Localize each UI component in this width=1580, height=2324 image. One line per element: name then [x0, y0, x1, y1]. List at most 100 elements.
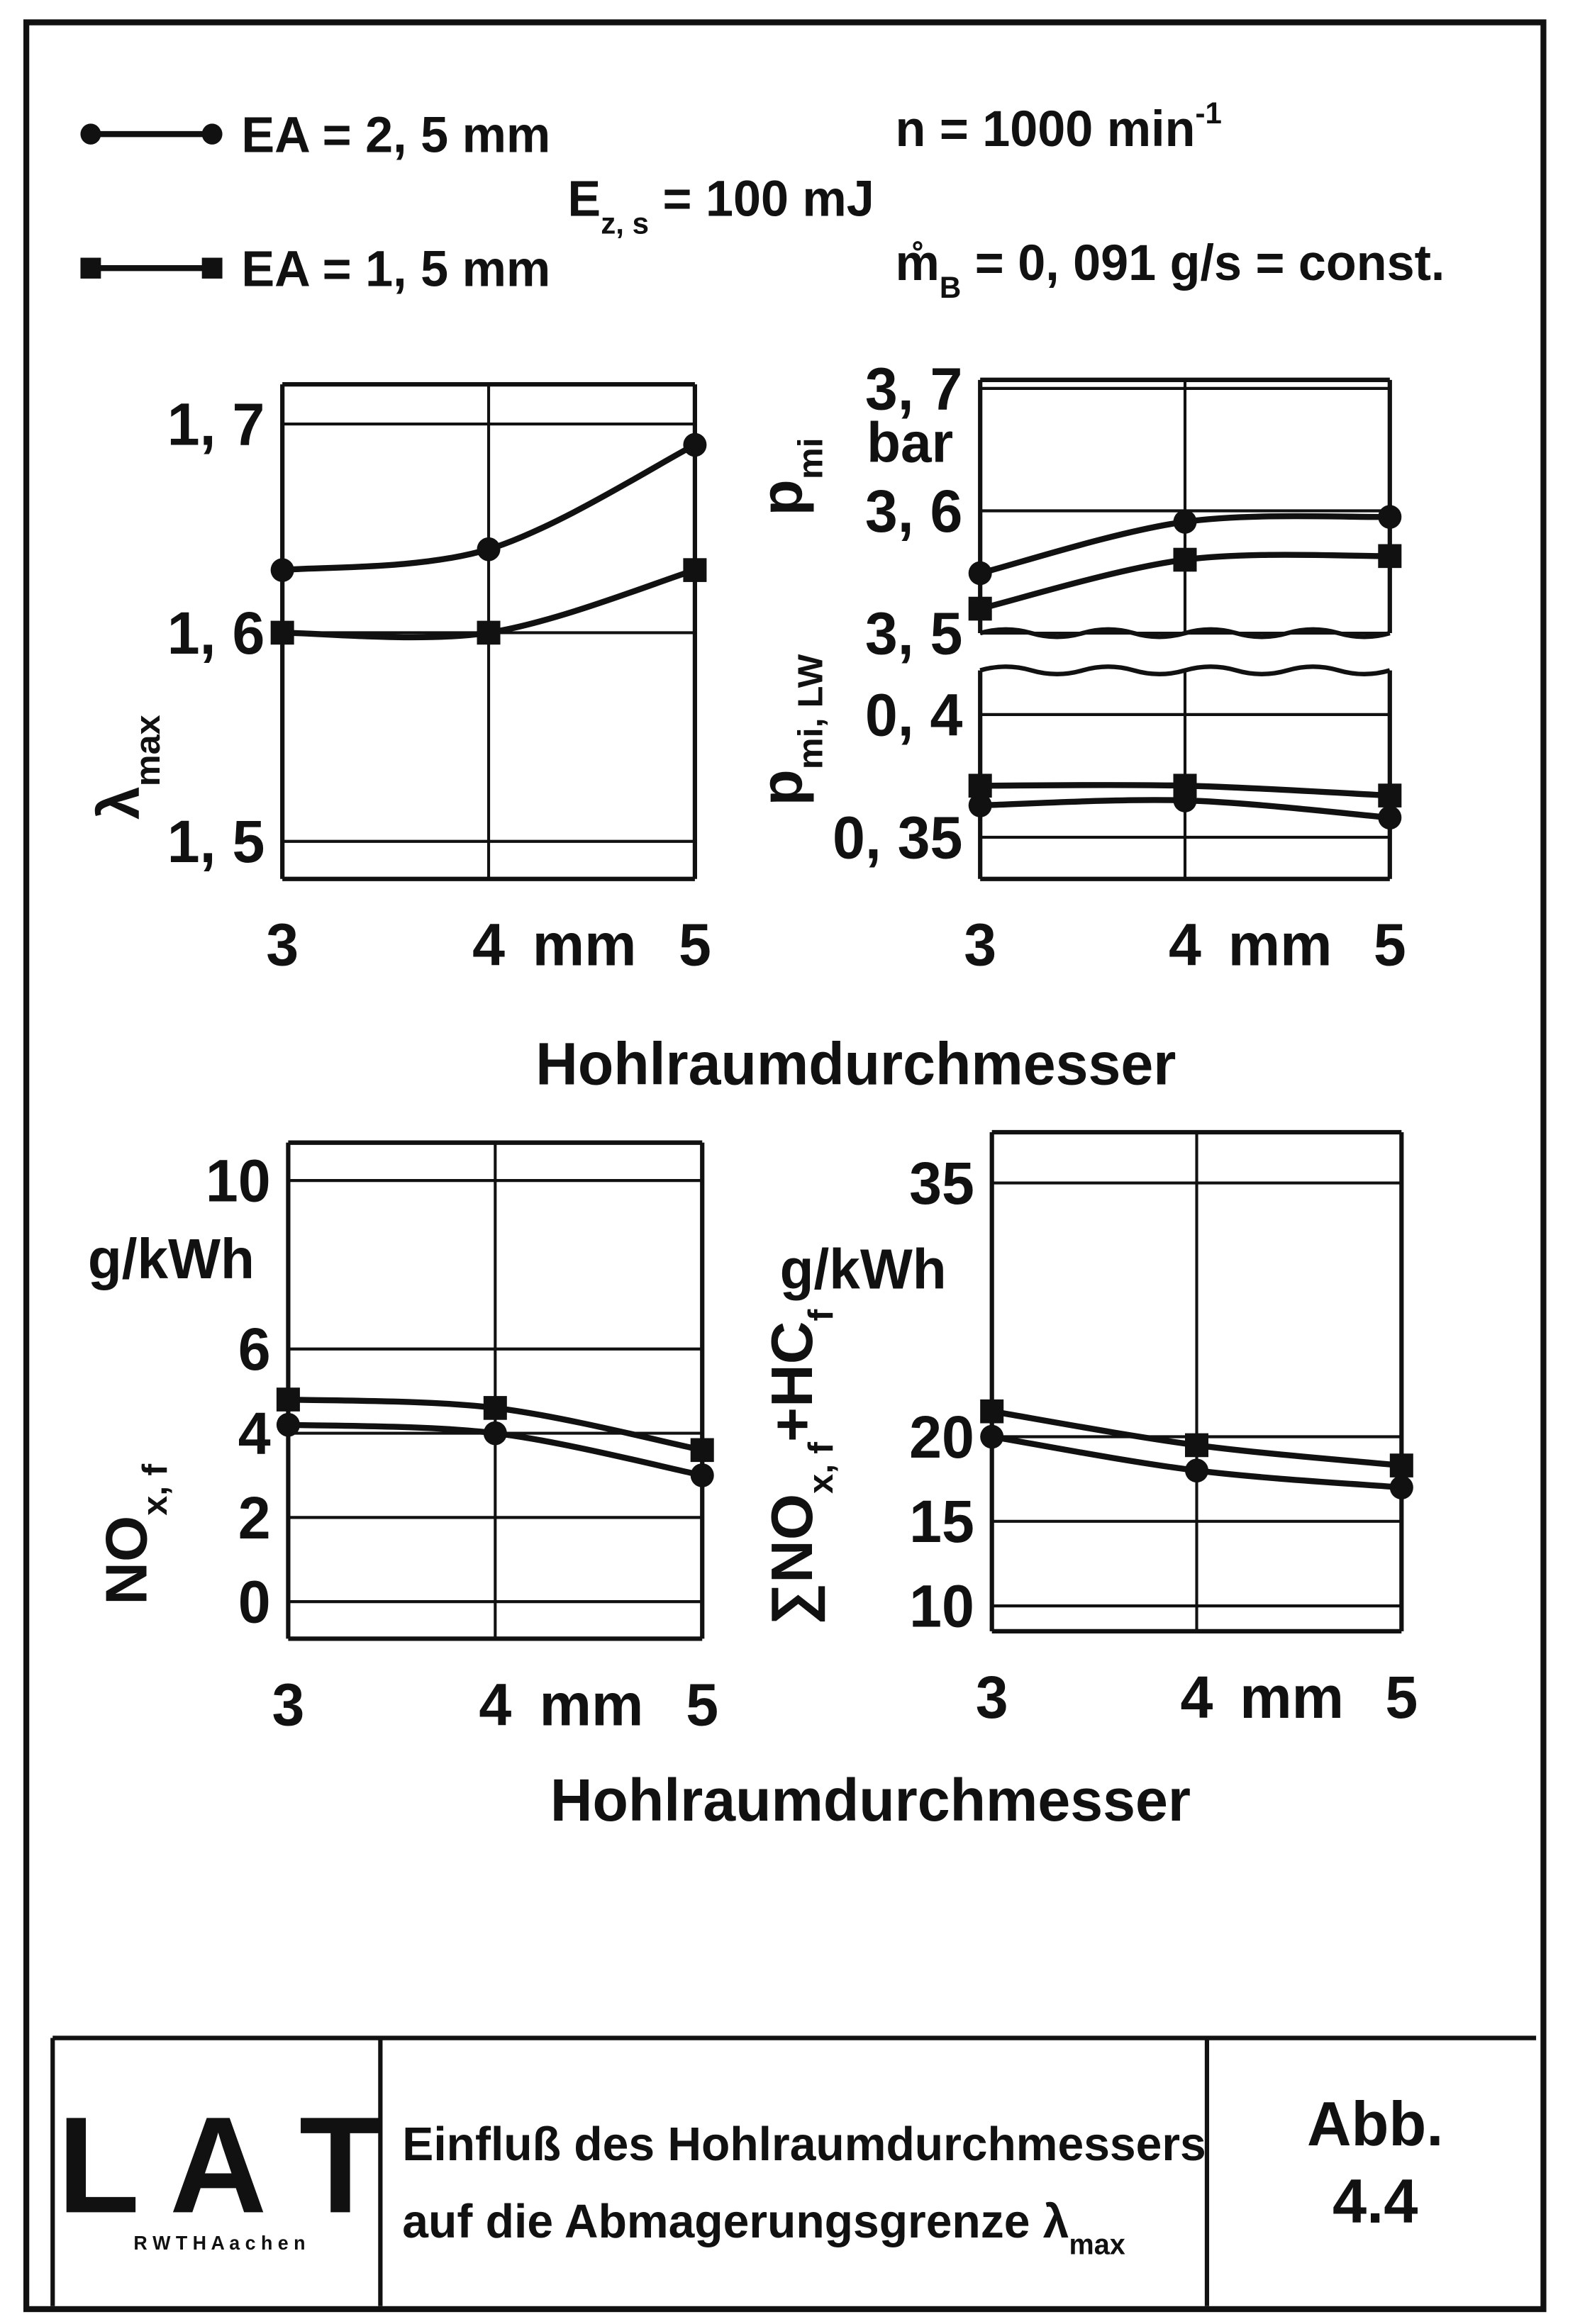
data-point	[690, 1463, 714, 1487]
x-axis-label: Hohlraumdurchmesser	[535, 1031, 1176, 1097]
x-tick-label: 5	[679, 912, 711, 978]
data-point	[477, 620, 501, 645]
text-part: λ	[87, 786, 152, 820]
data-point	[968, 596, 992, 621]
text-part: m̊	[896, 235, 940, 291]
x-unit: mm	[1228, 912, 1333, 978]
data-point	[1173, 547, 1197, 572]
y-axis-label: ∑NOx, f+HCf	[760, 1309, 840, 1625]
y-axis-label: pmi	[749, 437, 830, 515]
data-point	[683, 558, 707, 582]
y-unit: bar	[867, 410, 953, 474]
data-point	[1389, 1475, 1413, 1499]
x-tick-label: 3	[266, 912, 299, 978]
y-tick-label: 1, 7	[167, 391, 265, 458]
annotation: n = 1000 min-1	[896, 96, 1222, 157]
y-tick-label: 0, 35	[833, 805, 962, 871]
x-tick-label: 4	[1181, 1664, 1213, 1731]
y-unit: g/kWh	[88, 1227, 255, 1290]
x-tick-label: 4	[479, 1672, 511, 1738]
data-point	[683, 432, 707, 457]
figure-number: 4.4	[1333, 2166, 1418, 2236]
y-tick-label: 10	[206, 1148, 271, 1214]
legend-marker	[80, 257, 101, 279]
text-part: NO	[94, 1516, 159, 1605]
x-tick-label: 5	[1374, 912, 1406, 978]
text-part: ∑NO	[760, 1494, 825, 1626]
y-axis-label: NOx, f	[94, 1464, 174, 1605]
y-tick-label: 0, 4	[865, 682, 963, 749]
data-point	[980, 1399, 1004, 1424]
x-unit: mm	[540, 1672, 644, 1738]
text-part: E	[567, 171, 601, 228]
data-point	[690, 1438, 714, 1463]
legend-marker	[201, 257, 223, 279]
text-part: f	[801, 1309, 840, 1321]
annotation: Ez, s = 100 mJ	[567, 171, 874, 240]
data-point	[477, 537, 501, 562]
y-tick-label: 0	[238, 1569, 271, 1636]
text-part: mi, LW	[791, 654, 830, 769]
data-point	[1185, 1433, 1209, 1458]
x-tick-label: 4	[1169, 912, 1201, 978]
text-part: x, f	[801, 1442, 840, 1494]
logo: L A T	[57, 2089, 382, 2242]
data-point	[483, 1421, 507, 1446]
x-axis-label: Hohlraumdurchmesser	[550, 1767, 1191, 1833]
x-tick-label: 4	[472, 912, 505, 978]
text-part: = 0, 091 g/s = const.	[961, 235, 1445, 291]
data-point	[968, 773, 992, 798]
outer-frame	[23, 19, 1547, 2313]
text-part: p	[749, 769, 814, 805]
y-tick-label: 20	[909, 1404, 974, 1470]
y-tick-label: 15	[909, 1489, 974, 1555]
y-axis-label: pmi, LW	[749, 654, 830, 806]
text-part: x, f	[135, 1464, 174, 1516]
caption: Einfluß des Hohlraumdurchmessers	[402, 2118, 1206, 2171]
x-tick-label: 3	[964, 912, 996, 978]
y-tick-label: 3, 7	[865, 356, 963, 423]
data-point	[968, 561, 992, 586]
logo-subtitle: R W T H A a c h e n	[133, 2233, 305, 2254]
text-part: max	[128, 715, 167, 786]
x-unit: mm	[1240, 1664, 1344, 1731]
y-tick-label: 1, 5	[167, 809, 265, 876]
x-tick-label: 3	[272, 1672, 304, 1738]
y-tick-label: 3, 5	[865, 600, 963, 667]
legend-marker	[201, 123, 223, 145]
data-point	[1378, 783, 1402, 808]
data-point	[276, 1412, 300, 1437]
data-point	[1389, 1453, 1413, 1477]
legend-label: EA = 2, 5 mm	[241, 107, 550, 164]
y-tick-label: 35	[909, 1150, 974, 1217]
data-point	[270, 558, 294, 582]
data-point	[276, 1387, 300, 1412]
data-point	[1173, 510, 1197, 534]
text-part: mi	[791, 437, 830, 479]
text-part: n = 1000 min	[896, 101, 1196, 157]
y-tick-label: 10	[909, 1573, 974, 1640]
text-part: p	[749, 479, 814, 515]
x-tick-label: 5	[1385, 1664, 1418, 1731]
text-part: = 100 mJ	[649, 171, 874, 228]
data-point	[1173, 773, 1197, 798]
x-tick-label: 3	[976, 1664, 1008, 1731]
data-point	[980, 1424, 1004, 1449]
y-tick-label: 4	[238, 1400, 271, 1467]
figure-label: Abb.	[1307, 2089, 1443, 2159]
data-point	[1378, 544, 1402, 569]
text-part: B	[940, 271, 961, 304]
legend-marker	[80, 123, 101, 145]
data-point	[1378, 805, 1402, 830]
text-part: max	[1069, 2229, 1125, 2260]
data-point	[1378, 505, 1402, 529]
y-tick-label: 1, 6	[167, 600, 265, 666]
x-unit: mm	[533, 912, 637, 978]
data-point	[483, 1396, 507, 1420]
y-unit: g/kWh	[780, 1237, 947, 1301]
text-part: auf die Abmagerungsgrenze λ	[402, 2196, 1069, 2249]
legend-label: EA = 1, 5 mm	[241, 241, 550, 298]
y-tick-label: 6	[238, 1316, 271, 1382]
y-axis-label: λmax	[87, 715, 167, 820]
